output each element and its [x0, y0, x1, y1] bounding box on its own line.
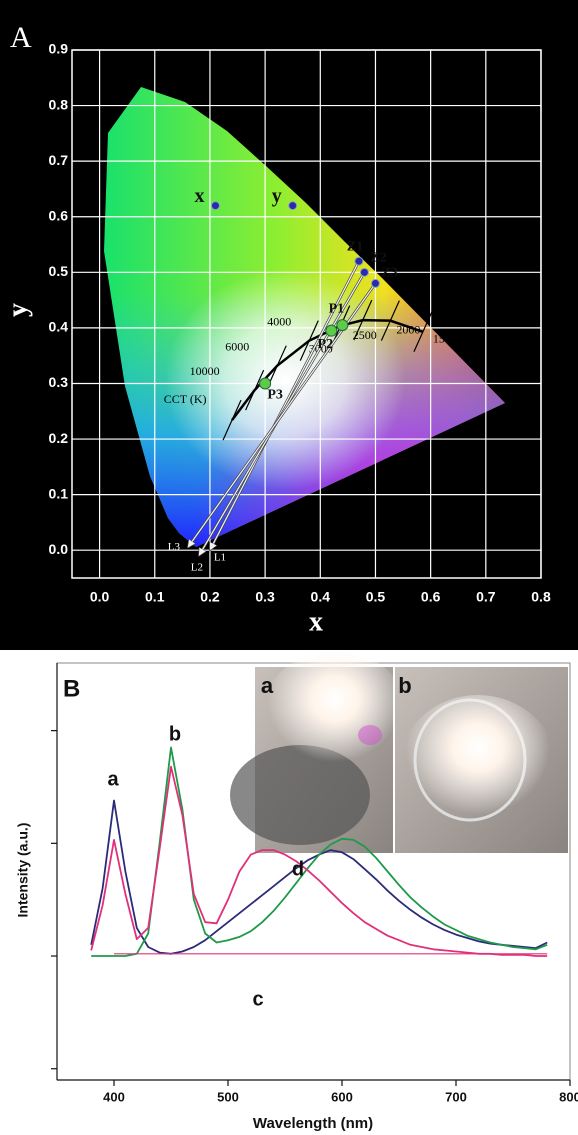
x-tick-label: 0.4: [311, 589, 331, 605]
y-axis-label: y: [2, 303, 33, 317]
x-tick-label: 0.0: [90, 589, 110, 605]
x-tick-label: 0.8: [531, 589, 551, 605]
inset-photo: [230, 650, 410, 853]
point-label: P1: [329, 301, 345, 316]
point: [360, 268, 368, 276]
x-tick-label: 0.3: [255, 589, 275, 605]
x-tick-label: 0.2: [200, 589, 220, 605]
y-tick-label: 0.0: [49, 541, 69, 557]
x-tick-label: 400: [103, 1089, 125, 1104]
point: [337, 320, 348, 331]
inset-label: b: [398, 673, 411, 698]
x-tick-label: 700: [445, 1089, 467, 1104]
point-label: Z2: [370, 251, 386, 266]
cct-label: 6000: [225, 339, 249, 353]
point-label: x: [194, 185, 204, 207]
point: [289, 202, 297, 210]
line-label: L2: [191, 561, 203, 573]
y-tick-label: 0.9: [49, 41, 69, 57]
y-tick-label: 0.1: [49, 485, 69, 501]
curve-label: a: [107, 768, 119, 790]
curve-label: d: [292, 858, 304, 880]
x-tick-label: 0.5: [366, 589, 386, 605]
point: [355, 257, 363, 265]
inset-label: a: [261, 673, 274, 698]
y-axis-label: Intensity (a.u.): [15, 823, 31, 918]
locus-title: CCT (K): [164, 392, 207, 406]
point: [371, 279, 379, 287]
line-label: L3: [168, 541, 181, 553]
x-tick-label: 600: [331, 1089, 353, 1104]
page: {"chart_data": [ {"type": "scatter", "pa…: [0, 0, 578, 1135]
x-axis-label: Wavelength (nm): [253, 1115, 373, 1132]
cct-label: 10000: [190, 364, 220, 378]
y-tick-label: 0.7: [49, 152, 69, 168]
curve-label: b: [169, 723, 181, 745]
y-tick-label: 0.3: [49, 374, 69, 390]
y-tick-label: 0.4: [49, 319, 69, 335]
figure: A x y B Wavelength (nm) Intensity (a.u.)…: [0, 0, 578, 1135]
point: [211, 202, 219, 210]
panel-label: B: [63, 675, 80, 702]
line-label: L1: [214, 552, 226, 564]
cct-label: 1500: [433, 332, 457, 346]
cct-label: 2000: [396, 322, 420, 336]
x-tick-label: 0.1: [145, 589, 165, 605]
x-tick-label: 800: [559, 1089, 578, 1104]
point-label: Z1: [347, 239, 363, 254]
cct-label: 2500: [353, 328, 377, 342]
y-tick-label: 0.5: [49, 263, 69, 279]
y-tick-label: 0.8: [49, 96, 69, 112]
curve-label: c: [252, 988, 263, 1010]
y-tick-label: 0.6: [49, 207, 69, 223]
cct-label: 4000: [267, 314, 291, 328]
x-tick-label: 0.7: [476, 589, 496, 605]
point-label: Z3: [381, 266, 397, 281]
point-label: y: [272, 185, 282, 207]
point-label: P3: [267, 388, 283, 403]
x-tick-label: 500: [217, 1089, 239, 1104]
x-tick-label: 0.6: [421, 589, 441, 605]
inset-photo: [395, 667, 568, 853]
point-label: P2: [318, 337, 334, 352]
y-tick-label: 0.2: [49, 430, 69, 446]
point: [326, 325, 337, 336]
panel-label: A: [10, 21, 32, 54]
x-axis-label: x: [309, 606, 323, 637]
